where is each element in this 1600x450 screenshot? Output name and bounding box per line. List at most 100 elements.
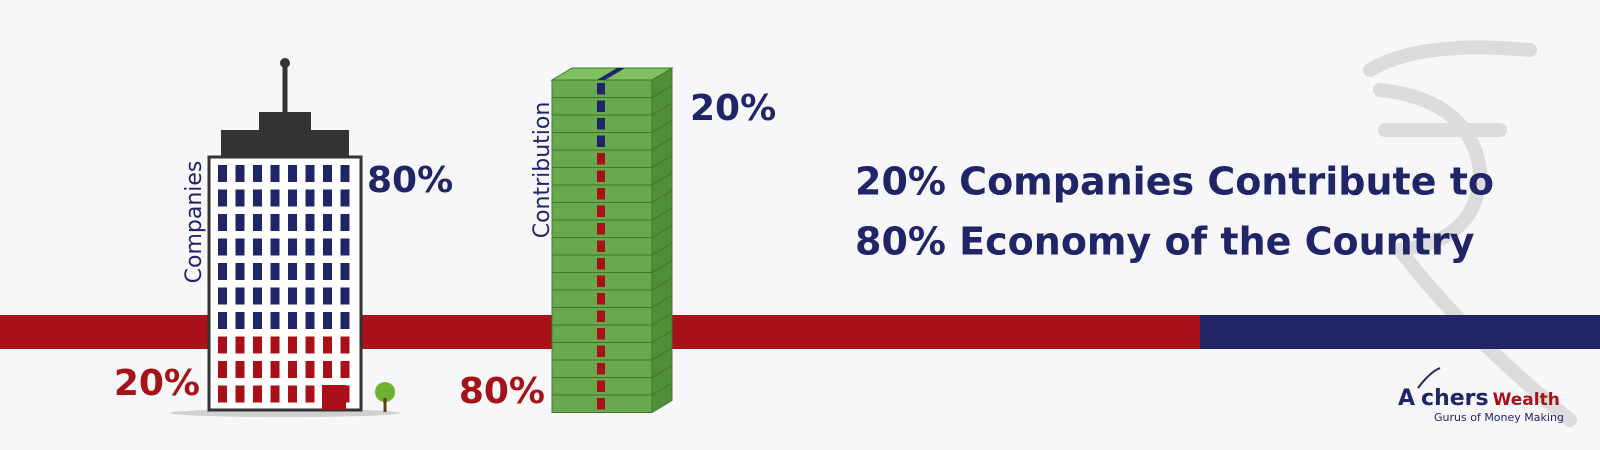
window [218, 385, 227, 403]
money-stack [550, 67, 674, 414]
window [235, 361, 245, 378]
window [270, 189, 280, 207]
window [235, 336, 245, 354]
window [270, 336, 280, 354]
window [253, 238, 262, 256]
window [235, 385, 245, 403]
bill-band [597, 153, 605, 165]
window [235, 189, 245, 207]
window [288, 287, 297, 305]
window [253, 165, 262, 182]
stack-label: Contribution [530, 102, 555, 239]
window [235, 238, 245, 256]
window [253, 287, 262, 305]
logo-arrow [1417, 367, 1441, 389]
bill-band [597, 398, 605, 410]
window [253, 263, 262, 280]
window [270, 287, 280, 305]
window [288, 189, 297, 207]
window [270, 214, 280, 231]
window [305, 189, 315, 207]
window [323, 312, 332, 329]
window [253, 385, 262, 403]
window [305, 312, 315, 329]
window [270, 238, 280, 256]
window [270, 312, 280, 329]
window [218, 287, 227, 305]
window [305, 287, 315, 305]
window [323, 165, 332, 182]
window [305, 238, 315, 256]
bill-band [597, 380, 605, 392]
door [322, 385, 346, 410]
tree [375, 382, 395, 402]
window [323, 189, 332, 207]
window [288, 312, 297, 329]
bill-band [597, 240, 605, 252]
window [323, 214, 332, 231]
window [235, 263, 245, 280]
bill-band [597, 258, 605, 270]
bill-band [597, 83, 605, 95]
window [253, 336, 262, 354]
window [288, 214, 297, 231]
logo-initial: A [1398, 386, 1415, 411]
window [218, 214, 227, 231]
window [340, 287, 350, 305]
bill-band [597, 135, 605, 147]
window [323, 361, 332, 378]
window [323, 287, 332, 305]
window [235, 287, 245, 305]
bill-band [597, 188, 605, 200]
window [340, 361, 350, 378]
window [235, 312, 245, 329]
window [288, 361, 297, 378]
bill-band [597, 328, 605, 340]
headline-line: 20% Companies Contribute to [855, 160, 1494, 204]
window [340, 214, 350, 231]
window [340, 312, 350, 329]
window [253, 189, 262, 207]
window [305, 361, 315, 378]
window [288, 336, 297, 354]
window [305, 165, 315, 182]
logo-word: chers [1421, 386, 1489, 411]
window [218, 238, 227, 256]
window [323, 263, 332, 280]
window [323, 238, 332, 256]
window [218, 165, 227, 182]
window [253, 312, 262, 329]
window [253, 214, 262, 231]
bill-band [597, 275, 605, 287]
window [305, 263, 315, 280]
window [340, 189, 350, 207]
window [323, 336, 332, 354]
bill-band [597, 223, 605, 235]
stack-top-band [597, 68, 625, 80]
window [270, 165, 280, 182]
window [288, 165, 297, 182]
window [270, 263, 280, 280]
building [170, 58, 400, 417]
window [270, 385, 280, 403]
window [305, 214, 315, 231]
bill-band [597, 345, 605, 357]
logo-tagline: Gurus of Money Making [1434, 411, 1564, 424]
headline-line: 80% Economy of the Country [855, 220, 1475, 264]
window [288, 263, 297, 280]
building-top-share: 80% [367, 160, 453, 201]
bill-band [597, 293, 605, 305]
window [340, 263, 350, 280]
bill-band [597, 363, 605, 375]
window [235, 165, 245, 182]
window [218, 263, 227, 280]
building-bottom-share: 20% [114, 363, 200, 404]
bill-band [597, 100, 605, 112]
logo-word: Wealth [1493, 390, 1560, 410]
window [270, 361, 280, 378]
bill-band [597, 310, 605, 322]
window [218, 336, 227, 354]
window [340, 336, 350, 354]
